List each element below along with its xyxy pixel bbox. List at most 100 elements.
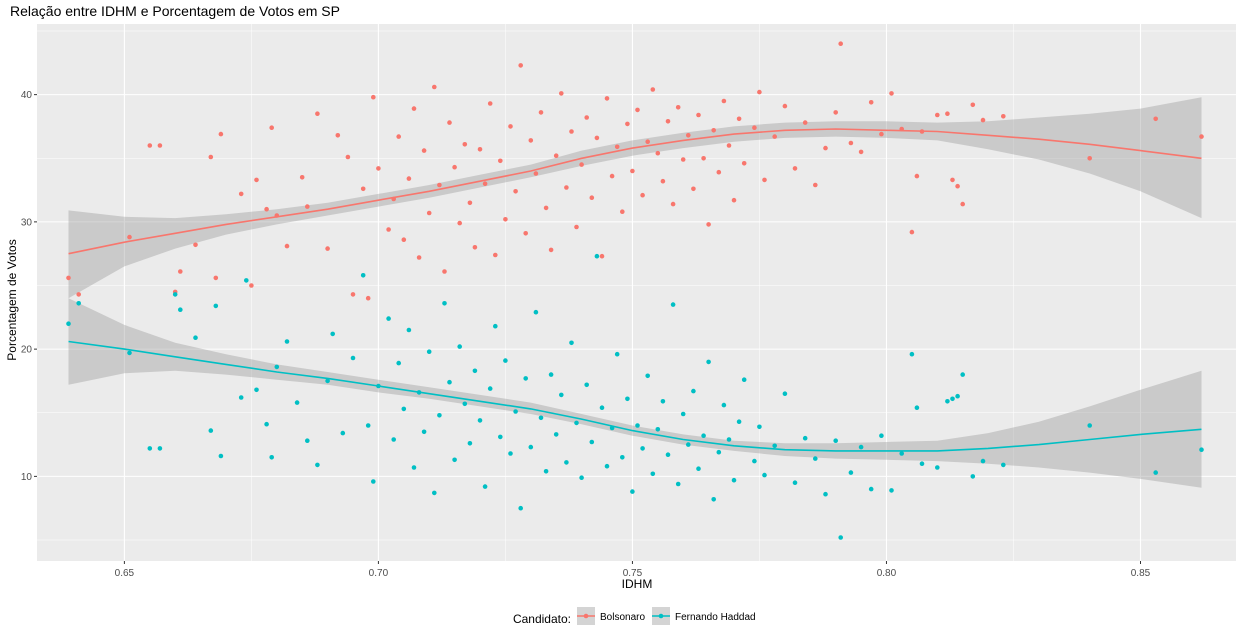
data-point [482, 181, 488, 186]
data-point [609, 173, 615, 179]
data-point [457, 220, 463, 226]
data-point [696, 466, 701, 472]
y-tick-label: 20 [21, 345, 33, 356]
data-point [315, 111, 320, 116]
legend-title: Candidato: [513, 612, 571, 626]
data-point [650, 471, 656, 477]
data-point [76, 301, 81, 306]
data-point [66, 275, 71, 281]
data-point [487, 101, 493, 106]
x-axis-title: IDHM [622, 577, 653, 591]
data-point [528, 138, 534, 143]
data-point [127, 350, 132, 356]
x-tick-label: 0.75 [623, 568, 643, 579]
data-point [660, 178, 666, 184]
data-point [686, 442, 691, 447]
data-point [741, 161, 747, 166]
data-point [584, 382, 589, 388]
data-point [218, 453, 224, 459]
data-point [340, 430, 346, 436]
data-point [889, 488, 894, 493]
data-point [569, 340, 574, 346]
data-point [452, 164, 457, 170]
data-point [294, 400, 300, 405]
data-point [696, 112, 701, 118]
legend-label: Bolsonaro [600, 612, 645, 623]
data-point [909, 229, 915, 235]
data-point [66, 321, 71, 327]
legend-key-point [583, 613, 589, 619]
data-point [599, 405, 605, 411]
data-point [477, 147, 483, 152]
data-point [487, 386, 493, 391]
data-point [726, 437, 732, 442]
data-point [371, 94, 376, 100]
data-point [879, 433, 884, 439]
y-tick-label: 10 [21, 472, 33, 483]
data-point [538, 110, 544, 115]
data-point [691, 388, 696, 394]
data-point [813, 182, 818, 188]
data-point [762, 472, 767, 478]
data-point [76, 292, 81, 297]
trend-lines [68, 128, 1202, 452]
data-point [360, 273, 366, 278]
data-point [736, 419, 742, 425]
data-point [782, 391, 788, 397]
data-point [675, 105, 681, 110]
data-point [650, 87, 656, 92]
data-point [716, 169, 722, 175]
data-point [848, 140, 854, 146]
data-point [147, 446, 153, 451]
data-point [645, 139, 650, 144]
data-point [498, 434, 503, 440]
data-point [620, 455, 625, 460]
data-points [66, 41, 1204, 540]
data-point [284, 243, 290, 249]
data-point [472, 245, 478, 250]
data-point [858, 149, 864, 155]
data-point [264, 421, 269, 427]
data-point [614, 351, 620, 357]
data-point [701, 433, 706, 439]
data-point [533, 309, 539, 315]
data-point [401, 237, 407, 242]
x-tick-label: 0.70 [369, 568, 389, 579]
data-point [553, 432, 559, 437]
trend-line [68, 340, 1202, 452]
data-point [716, 449, 722, 455]
x-axis: 0.65 0.70 0.75 0.80 0.85 [115, 561, 1151, 579]
data-point [711, 128, 716, 133]
data-point [569, 129, 574, 134]
data-point [625, 396, 630, 402]
data-point [172, 292, 178, 297]
data-point [701, 156, 706, 161]
data-point [249, 283, 254, 288]
data-point [426, 210, 432, 216]
data-point [543, 469, 549, 474]
data-point [533, 171, 539, 176]
data-point [792, 166, 798, 171]
data-point [711, 497, 716, 502]
x-tick-label: 0.80 [877, 568, 897, 579]
data-point [945, 399, 950, 404]
data-point [442, 269, 447, 274]
data-point [625, 121, 630, 127]
data-point [447, 120, 452, 125]
data-point [589, 195, 595, 200]
y-tick-label: 30 [21, 217, 33, 228]
data-point [442, 301, 447, 306]
data-point [218, 131, 224, 137]
data-point [858, 444, 864, 450]
data-point [833, 110, 838, 115]
data-point [213, 275, 219, 281]
data-point [518, 63, 523, 68]
data-point [330, 331, 336, 337]
data-point [213, 303, 219, 309]
data-point [157, 446, 163, 451]
data-point [421, 429, 427, 435]
data-point [706, 359, 711, 365]
data-point [757, 89, 762, 95]
data-point [345, 154, 351, 160]
